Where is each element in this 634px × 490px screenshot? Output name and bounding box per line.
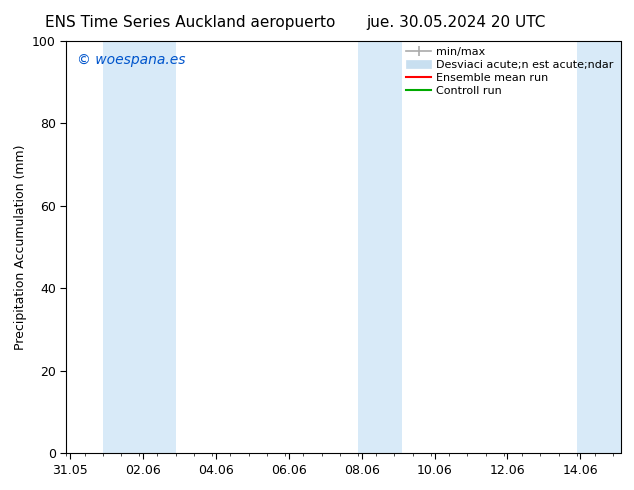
Bar [358,41,402,453]
Bar [103,41,176,453]
Text: jue. 30.05.2024 20 UTC: jue. 30.05.2024 20 UTC [367,15,546,30]
Text: © woespana.es: © woespana.es [77,53,186,67]
Text: ENS Time Series Auckland aeropuerto: ENS Time Series Auckland aeropuerto [45,15,335,30]
Y-axis label: Precipitation Accumulation (mm): Precipitation Accumulation (mm) [13,144,27,349]
Bar [577,41,621,453]
Legend: min/max, Desviaci acute;n est acute;ndar, Ensemble mean run, Controll run: min/max, Desviaci acute;n est acute;ndar… [403,44,617,99]
